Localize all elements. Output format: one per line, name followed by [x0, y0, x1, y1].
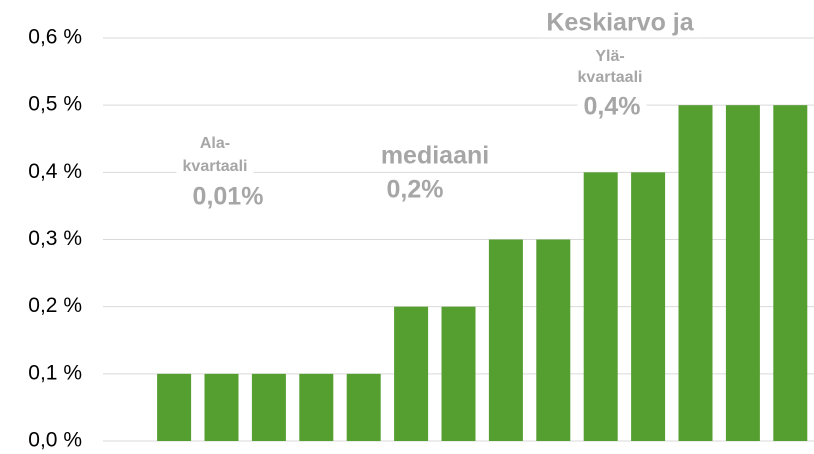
bar	[346, 373, 381, 441]
bar	[536, 239, 571, 441]
annotation: 0,2%	[387, 176, 444, 204]
y-tick-label: 0,1 %	[28, 361, 82, 384]
y-tick-label: 0,0 %	[28, 429, 82, 452]
annotation-background	[589, 47, 631, 67]
annotation: Keskiarvo ja	[546, 9, 694, 37]
bar	[488, 239, 523, 441]
y-tick-label: 0,6 %	[28, 26, 82, 49]
y-tick-label: 0,3 %	[28, 227, 82, 250]
bar	[204, 373, 239, 441]
bar	[157, 373, 192, 441]
annotation-background	[571, 68, 649, 88]
annotation-background	[380, 174, 450, 205]
annotation-background	[577, 91, 647, 122]
annotation-background	[193, 134, 237, 154]
bar	[441, 306, 476, 441]
annotation: mediaani	[381, 142, 489, 170]
annotation-background	[186, 181, 270, 212]
bar	[251, 373, 286, 441]
bar	[631, 172, 666, 442]
bar	[773, 105, 808, 442]
bar	[394, 306, 429, 441]
annotations: Ala-kvartaali 0,01% mediaani 0,2% Keskiarvo …	[176, 7, 701, 212]
annotation: kvartaali	[183, 158, 248, 175]
bar	[725, 105, 760, 442]
annotation: 0,4%	[584, 93, 641, 121]
annotation-background	[374, 140, 496, 171]
annotation: Ala-	[200, 135, 230, 152]
y-tick-label: 0,2 %	[28, 294, 82, 317]
annotation-background	[176, 157, 254, 177]
annotation: 0,01%	[193, 183, 264, 211]
y-tick-label: 0,5 %	[28, 93, 82, 116]
y-tick-label: 0,4 %	[28, 160, 82, 183]
bar	[299, 373, 334, 441]
bar	[583, 172, 618, 442]
annotation: Ylä-	[595, 48, 624, 65]
annotation-background	[540, 7, 701, 38]
bar	[678, 105, 713, 442]
annotation: kvartaali	[578, 69, 643, 86]
